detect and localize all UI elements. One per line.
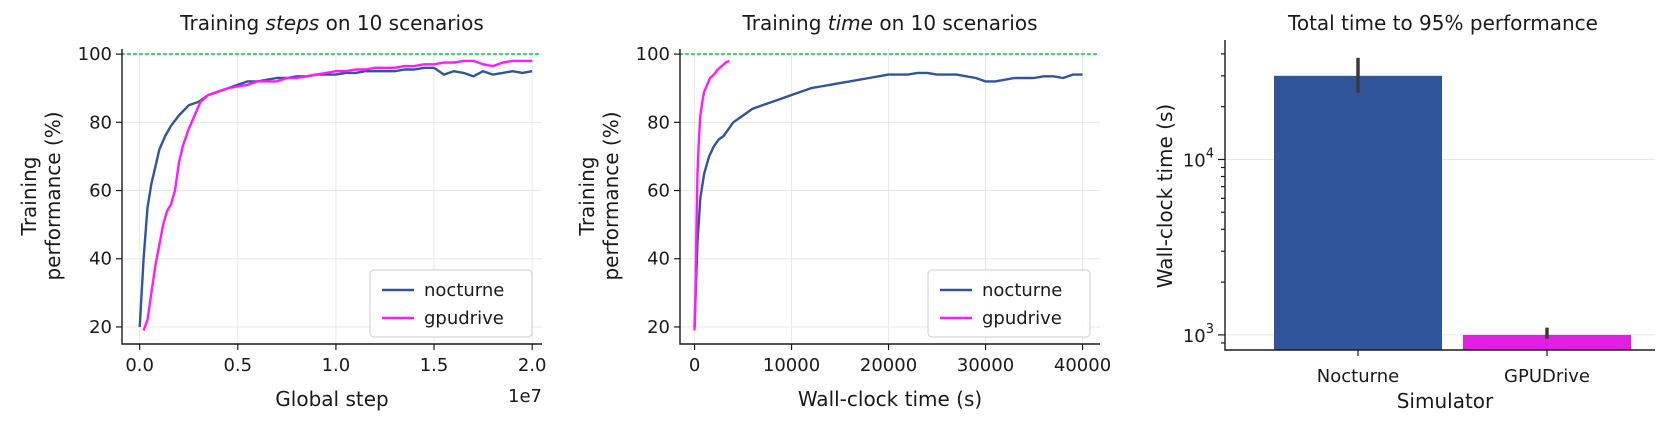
panel2-axes	[679, 49, 1100, 345]
panel3-x-axis-label: Simulator	[1397, 389, 1494, 413]
panel3-y-tick-label-1e4: 104	[1183, 146, 1214, 171]
panel3-y-axis-label: Wall-clock time (s)	[1153, 104, 1177, 288]
panel1-legend-box	[369, 269, 533, 338]
panel2-title: Training time on 10 scenarios	[742, 11, 1038, 35]
panel3-y-tick-label-1e3: 103	[1183, 322, 1214, 347]
panel2-y-ticks: 20 40 60 80 100	[636, 44, 680, 338]
panel1-y-ticks: 20 40 60 80 100	[78, 44, 122, 338]
p1-y-tick-label: 80	[89, 112, 112, 133]
panel2-title-emph: time	[828, 11, 873, 35]
p2-y-tick-label: 80	[647, 112, 670, 133]
panel1-y-axis-label-line2: performance (%)	[41, 111, 65, 280]
panel1-y-axis-label-line1: Training	[17, 157, 41, 237]
panel1-x-axis-label: Global step	[275, 387, 388, 411]
panel2-x-axis-label: Wall-clock time (s)	[798, 387, 982, 411]
panel1-x-ticks: 0.0 0.5 1.0 1.5 2.0	[125, 344, 547, 376]
panel1-title-prefix: Training	[179, 11, 265, 35]
panel2-x-ticks: 0 10000 20000 30000 40000	[689, 344, 1111, 376]
panel2-series-gpudrive-line	[693, 59, 730, 331]
p1-x-tick-label: 0.5	[223, 355, 252, 376]
panel2-y-axis-label: Trainingperformance (%)	[575, 111, 623, 280]
panel1-axes	[121, 49, 542, 345]
p2-x-tick-label: 40000	[1054, 355, 1111, 376]
p2-x-tick-label: 10000	[763, 355, 820, 376]
panel1-legend-label-gpudrive: gpudrive	[424, 308, 504, 329]
panel1-legend-label-nocturne: nocturne	[424, 280, 504, 301]
panel2-legend-label-gpudrive: gpudrive	[982, 308, 1062, 329]
panel1-y-axis-label: Trainingperformance (%)	[17, 111, 65, 280]
panel2-series-nocturne-line	[693, 71, 1083, 327]
p2-x-tick-label: 0	[689, 355, 700, 376]
panel2-y-axis-label-line1: Training	[575, 157, 599, 237]
panel3-x-tick-label-gpudrive: GPUDrive	[1504, 366, 1590, 387]
p2-x-tick-label: 20000	[860, 355, 917, 376]
panel3-title: Total time to 95% performance	[1287, 11, 1598, 35]
p1-y-tick-label: 20	[89, 317, 112, 338]
p1-y-tick-label: 60	[89, 181, 112, 202]
p1-x-tick-label: 2.0	[518, 355, 547, 376]
p2-y-tick-label: 60	[647, 181, 670, 202]
panel3-minor-ticks	[1221, 53, 1225, 344]
panel1-x-offset-label: 1e7	[508, 386, 542, 407]
panel3-axes	[1224, 40, 1655, 351]
panel-steps: Training steps on 10 scenarios 0.0 0.5 1.0…	[17, 11, 547, 411]
panel2-legend: nocturne gpudrive	[927, 269, 1091, 338]
panel1-legend: nocturne gpudrive	[369, 269, 533, 338]
panel3-y-tick-base-1e3: 10	[1183, 326, 1206, 347]
panel3-y-tick-exp-1e4: 4	[1206, 146, 1214, 161]
p2-y-tick-label: 40	[647, 249, 670, 270]
p1-x-tick-label: 0.0	[125, 355, 154, 376]
panel1-title: Training steps on 10 scenarios	[179, 11, 484, 35]
p2-x-tick-label: 30000	[957, 355, 1014, 376]
p1-y-tick-label: 100	[78, 44, 112, 65]
panel2-y-axis-label-line2: performance (%)	[599, 111, 623, 280]
panel3-x-tick-label-nocturne: Nocturne	[1317, 366, 1399, 387]
p1-x-tick-label: 1.0	[322, 355, 351, 376]
panel1-series-gpudrive-line	[142, 59, 533, 331]
p2-y-tick-label: 20	[647, 317, 670, 338]
panel2-title-suffix: on 10 scenarios	[873, 11, 1038, 35]
p1-x-tick-label: 1.5	[420, 355, 449, 376]
panel1-title-suffix: on 10 scenarios	[319, 11, 484, 35]
p1-y-tick-label: 40	[89, 249, 112, 270]
bar-nocturne	[1274, 75, 1442, 350]
panel2-legend-label-nocturne: nocturne	[982, 280, 1062, 301]
bar-gpudrive	[1463, 334, 1631, 350]
panel2-legend-box	[927, 269, 1091, 338]
panel-time: Training time on 10 scenarios 0 10000 2000…	[575, 11, 1111, 411]
panel1-title-emph: steps	[266, 11, 320, 35]
panel3-y-tick-exp-1e3: 3	[1206, 322, 1214, 337]
panel3-y-tick-base-1e4: 10	[1183, 150, 1206, 171]
panel2-title-prefix: Training	[742, 11, 828, 35]
panel-total-time: Total time to 95% performance 103 104 No…	[1153, 11, 1655, 413]
p2-y-tick-label: 100	[636, 44, 670, 65]
